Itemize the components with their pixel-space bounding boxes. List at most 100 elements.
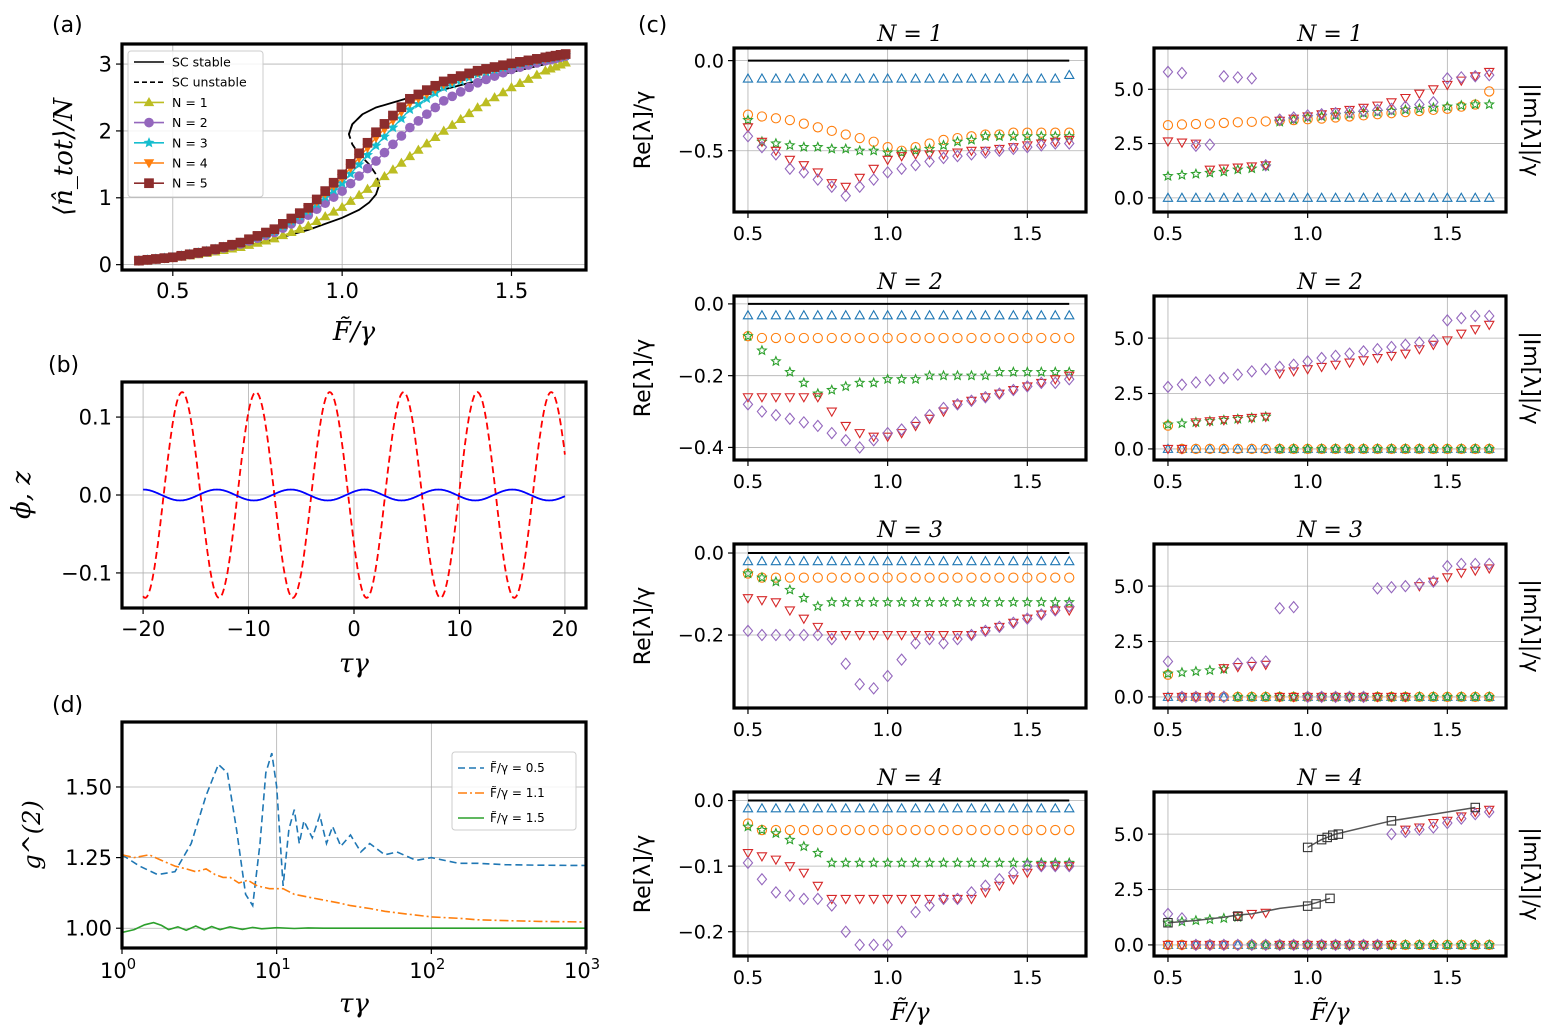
data-point: [142, 254, 153, 265]
data-point: [1260, 660, 1272, 671]
data-point: [1232, 662, 1244, 673]
data-point: [966, 885, 977, 899]
data-point: [1008, 572, 1019, 583]
data-point: [993, 856, 1006, 868]
data-point: [1288, 940, 1300, 951]
data-point: [938, 401, 949, 415]
data-point: [1232, 657, 1244, 671]
data-point: [1288, 691, 1300, 701]
y-axis-label: ⟨n̂_tot⟩/N: [49, 97, 79, 216]
data-point: [1274, 939, 1286, 949]
data-point: [354, 171, 364, 181]
data-point: [812, 173, 824, 186]
x-tick-label: 0.5: [1153, 719, 1183, 741]
y-tick-label: 1.00: [65, 917, 112, 941]
data-point: [1021, 72, 1033, 83]
data-point: [756, 405, 768, 418]
data-point: [1316, 692, 1328, 703]
data-point: [396, 131, 407, 141]
data-point: [1176, 940, 1188, 951]
data-point: [1036, 332, 1047, 344]
y-axis-label: Re[λ]/γ: [631, 339, 656, 417]
data-point: [1007, 366, 1020, 377]
reference-point: [1325, 893, 1335, 904]
subplot-title: N = 3: [1296, 518, 1363, 543]
data-point: [742, 72, 754, 83]
data-point: [1035, 378, 1047, 389]
data-point: [1441, 442, 1454, 454]
data-point: [924, 802, 936, 813]
data-point: [742, 555, 754, 566]
data-point: [447, 73, 458, 84]
data-point: [1455, 938, 1468, 950]
data-point: [910, 802, 922, 813]
data-point: [770, 393, 782, 403]
x-axis-label: F̃/γ: [332, 316, 376, 347]
data-point: [1455, 99, 1468, 111]
data-point: [966, 394, 977, 408]
data-point: [1007, 618, 1019, 629]
x-tick-label: 1.0: [325, 279, 358, 303]
subplot-re-n1: 0.5 1.0 1.5 0.0 −0.5 N = 1 Re[λ]/γ: [631, 22, 1088, 245]
data-point: [371, 156, 381, 166]
data-point: [371, 127, 381, 138]
data-point: [1316, 110, 1328, 120]
data-point: [1469, 98, 1482, 110]
data-point: [966, 824, 977, 836]
data-point: [798, 161, 810, 171]
data-point: [742, 594, 754, 604]
data-point: [430, 131, 441, 142]
data-point: [1413, 691, 1425, 701]
data-point: [812, 600, 824, 612]
data-point: [1302, 940, 1314, 951]
data-point: [854, 332, 865, 344]
y-tick-label: 3: [99, 52, 112, 76]
data-point: [1176, 169, 1188, 180]
y-axis-label: g^(2): [18, 800, 46, 869]
data-point: [882, 426, 893, 440]
data-point: [965, 856, 978, 868]
data-point: [447, 91, 458, 102]
x-tick-label: 0.5: [156, 279, 189, 303]
data-point: [910, 824, 921, 836]
data-point: [1442, 72, 1453, 85]
data-point: [1049, 376, 1061, 390]
data-point: [1441, 690, 1454, 702]
data-point: [1022, 127, 1033, 138]
data-point: [396, 157, 407, 167]
data-point: [1021, 130, 1034, 142]
data-point: [1344, 940, 1356, 951]
data-point: [413, 89, 424, 100]
data-point: [1399, 442, 1412, 454]
plot-frame: [732, 542, 1088, 710]
data-point: [812, 393, 824, 403]
data-point: [881, 856, 894, 868]
data-point: [1232, 443, 1243, 455]
data-point: [1064, 332, 1075, 344]
data-point: [798, 393, 810, 403]
data-point: [1190, 443, 1202, 453]
data-point: [840, 657, 852, 671]
data-point: [1008, 866, 1019, 880]
data-point: [784, 572, 796, 583]
data-point: [1035, 862, 1047, 872]
data-point: [244, 234, 254, 245]
data-point: [1008, 383, 1019, 397]
data-point: [951, 369, 964, 381]
data-point: [1063, 596, 1075, 608]
data-point: [1063, 606, 1075, 617]
data-point: [1260, 939, 1272, 949]
data-point: [1455, 812, 1467, 825]
data-point: [993, 72, 1005, 83]
data-point: [1483, 192, 1495, 202]
data-point: [1441, 100, 1454, 112]
data-point: [910, 158, 921, 172]
data-point: [840, 129, 851, 140]
data-point: [1176, 692, 1188, 703]
x-tick-label: −10: [226, 617, 270, 641]
data-point: [1049, 137, 1061, 150]
data-point: [1218, 939, 1230, 949]
data-point: [1385, 442, 1398, 454]
data-point: [1469, 691, 1481, 701]
subplot-im-n3: 0.5 1.0 1.5 0.0 2.5 5.0 N = 3 |Im[λ]|/γ: [1114, 518, 1543, 741]
